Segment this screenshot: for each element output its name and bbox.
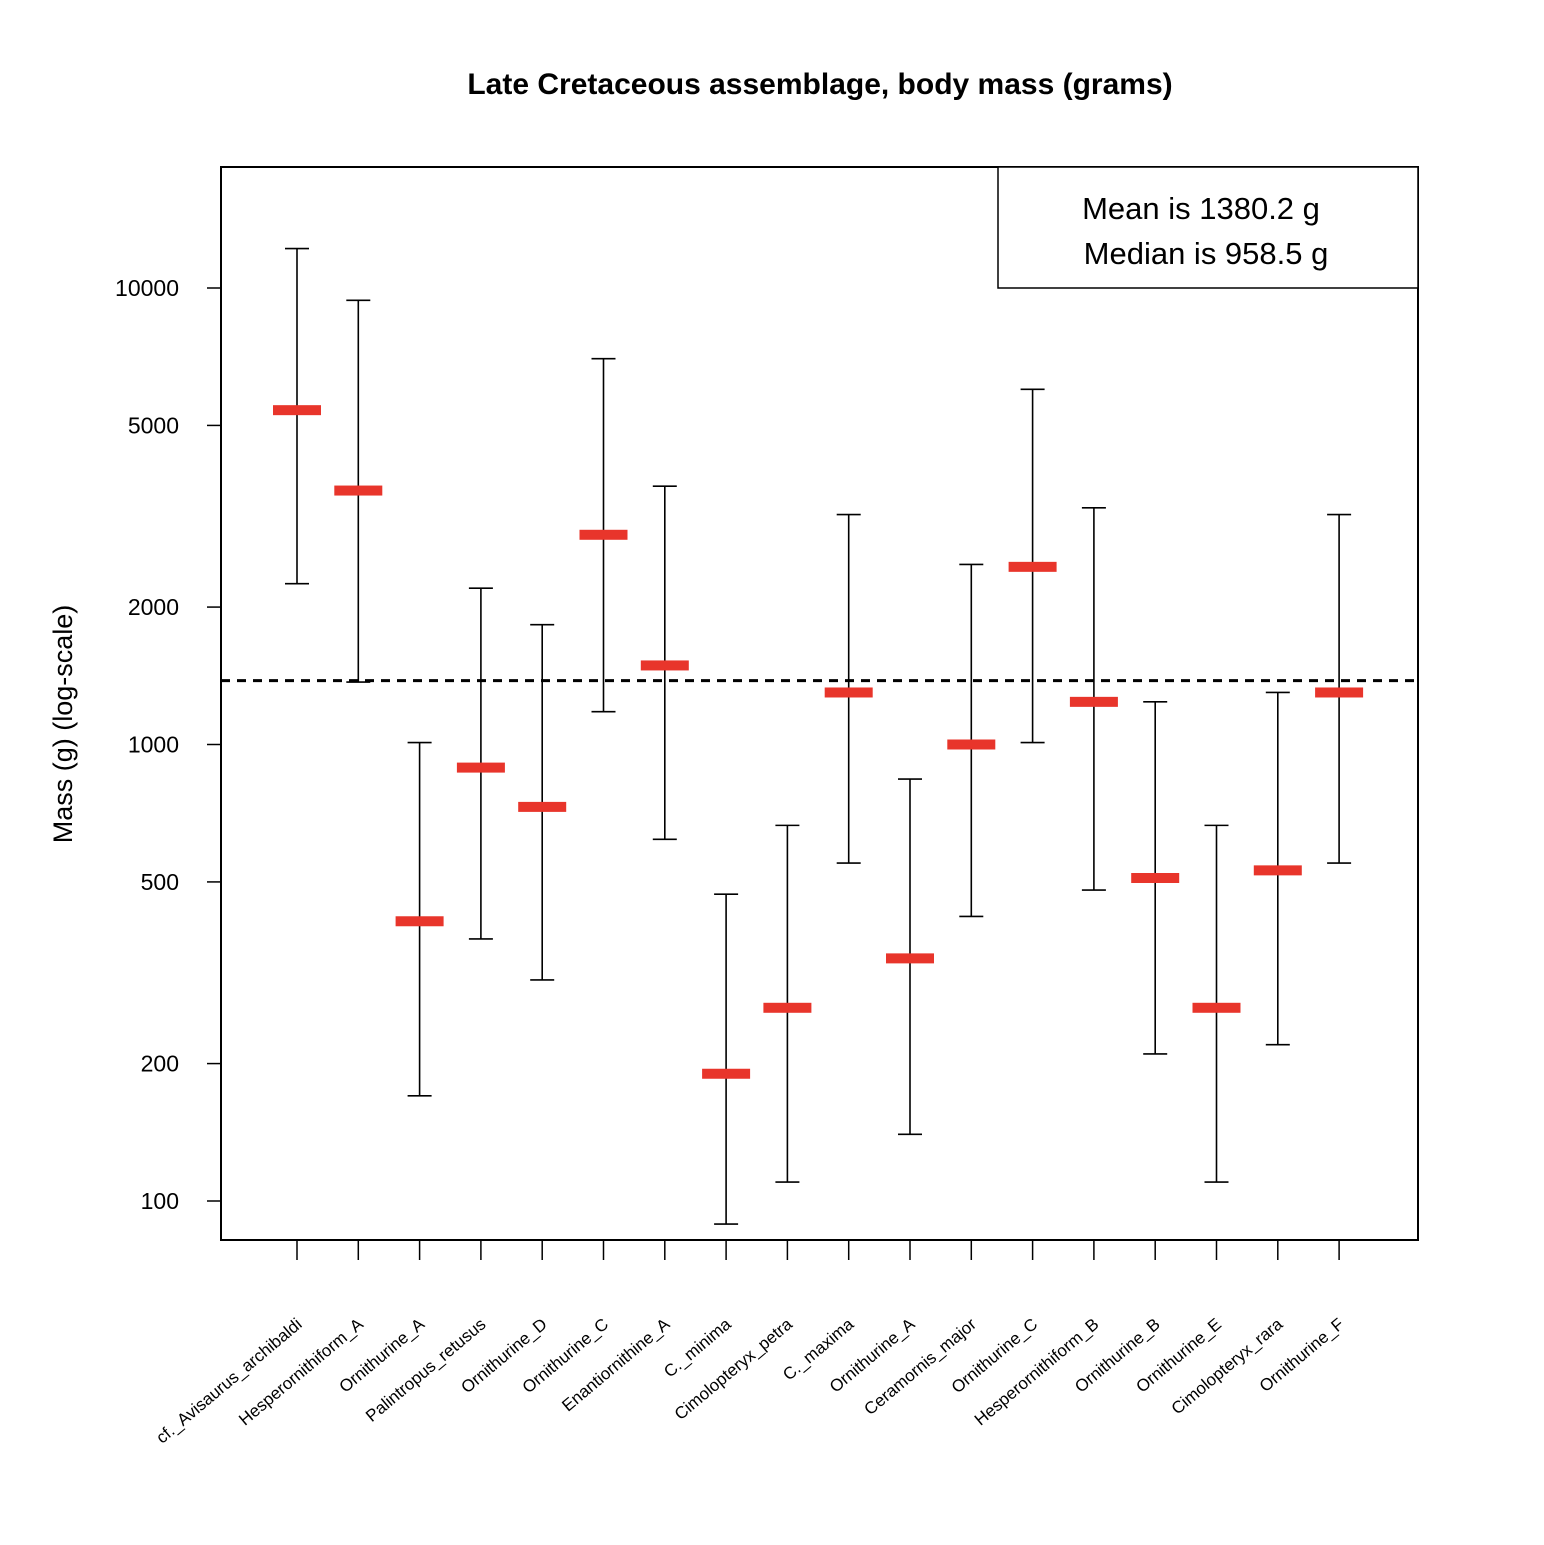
x-tick-label: Palintropus_retusus (362, 1315, 489, 1426)
estimate-marker (395, 916, 444, 927)
legend-median-text: Median is 958.5 g (1084, 236, 1329, 271)
estimate-marker (947, 739, 996, 750)
plot-frame (220, 166, 1419, 1241)
estimate-marker (640, 660, 689, 671)
y-tick-label: 2000 (128, 594, 179, 620)
x-tick-label: Enantiornithine_A (558, 1314, 674, 1415)
x-tick-label: Ceramornis_major (861, 1314, 981, 1419)
y-tick-label: 200 (141, 1051, 179, 1077)
estimate-marker (1315, 687, 1364, 698)
x-tick-label: Cimolopteryx_petra (671, 1314, 797, 1424)
y-tick-label: 5000 (128, 412, 179, 438)
estimate-marker (702, 1068, 751, 1079)
estimate-marker (334, 485, 383, 496)
legend-box (997, 166, 1419, 289)
estimate-marker (1192, 1002, 1241, 1013)
y-axis-label: Mass (g) (log-scale) (48, 605, 78, 844)
y-tick-label: 10000 (115, 275, 179, 301)
estimate-marker (763, 1002, 812, 1013)
y-tick-label: 500 (141, 869, 179, 895)
estimate-marker (1008, 561, 1057, 572)
y-tick-label: 100 (141, 1188, 179, 1214)
legend: Mean is 1380.2 g Median is 958.5 g (997, 166, 1419, 289)
estimate-marker (1131, 872, 1180, 883)
estimate-marker (456, 762, 505, 773)
error-bars (273, 247, 1364, 1225)
estimate-marker (1253, 865, 1302, 876)
estimate-marker (518, 801, 567, 812)
estimate-marker (1069, 696, 1118, 707)
y-tick-label: 1000 (128, 732, 179, 758)
estimate-marker (273, 405, 321, 416)
legend-mean-text: Mean is 1380.2 g (1082, 191, 1320, 226)
estimate-marker (579, 529, 628, 540)
estimate-marker (824, 687, 873, 698)
x-axis: cf._Avisaurus_archibaldiHesperornithifor… (152, 1240, 1348, 1447)
x-tick-label: Cimolopteryx_rara (1168, 1314, 1287, 1418)
estimate-marker (886, 953, 934, 964)
chart-title: Late Cretaceous assemblage, body mass (g… (467, 68, 1172, 101)
y-axis: 100 200 500 1000 2000 5000 10000 (115, 275, 221, 1214)
